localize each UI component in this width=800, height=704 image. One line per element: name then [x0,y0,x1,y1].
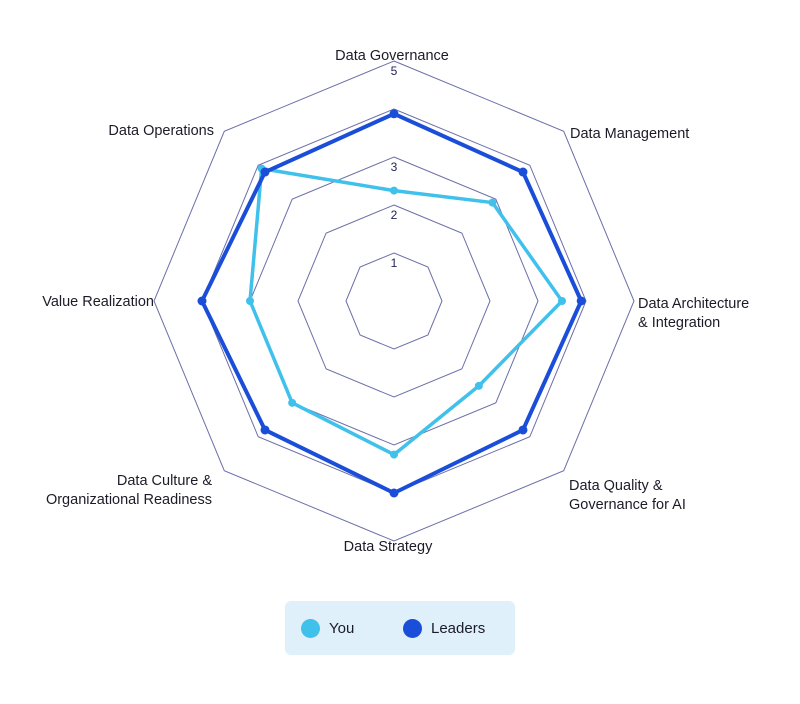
data-point-leaders-value-realization [197,296,207,306]
axis-label-value-realization: Value Realization [42,294,154,310]
data-point-you-data-architecture [558,297,566,305]
axis-label-data-quality: Data Quality & Governance for AI [569,478,686,513]
data-point-you-data-management [488,198,497,207]
data-point-leaders-data-strategy [389,488,399,498]
axis-label-data-management: Data Management [570,126,689,142]
grid-ring-3 [249,156,539,446]
legend-label-you: You [329,620,355,637]
data-point-you-value-realization [246,297,254,305]
tick-label-1: 1 [391,256,398,270]
axis-label-data-strategy: Data Strategy [344,539,433,555]
legend-swatch-leaders [403,619,422,638]
legend-item-you: You [301,619,354,638]
data-point-you-data-governance [390,186,398,195]
data-point-leaders-data-culture [260,425,270,435]
radar-series [197,109,586,498]
legend-swatch-you [301,619,320,638]
data-point-you-data-culture [288,398,297,407]
data-point-leaders-data-quality [518,425,528,435]
radar-tick-labels: 1 2 3 5 [391,64,398,270]
grid-ring-5 [153,60,635,542]
tick-label-5: 5 [391,64,398,78]
tick-label-3: 3 [391,160,398,174]
data-point-you-data-quality [474,381,483,390]
legend-label-leaders: Leaders [431,620,486,637]
grid-ring-1 [345,252,443,350]
series-line-you [248,166,564,457]
data-point-leaders-data-architecture [576,296,586,306]
data-point-you-data-strategy [390,450,398,459]
legend: You Leaders [285,601,515,655]
axis-label-data-architecture: Data Architecture & Integration [638,296,749,331]
data-point-leaders-data-governance [389,109,399,119]
axis-label-data-governance: Data Governance [335,48,449,64]
grid-ring-2 [297,204,491,398]
legend-item-leaders: Leaders [403,619,485,638]
axis-label-data-operations: Data Operations [108,123,214,139]
tick-label-2: 2 [391,208,398,222]
axis-label-data-culture: Data Culture & Organizational Readiness [46,473,212,508]
data-point-leaders-data-operations [260,167,270,177]
radar-axis-labels: Data Governance Data Management Data Archi… [42,48,749,555]
data-point-leaders-data-management [518,167,528,177]
